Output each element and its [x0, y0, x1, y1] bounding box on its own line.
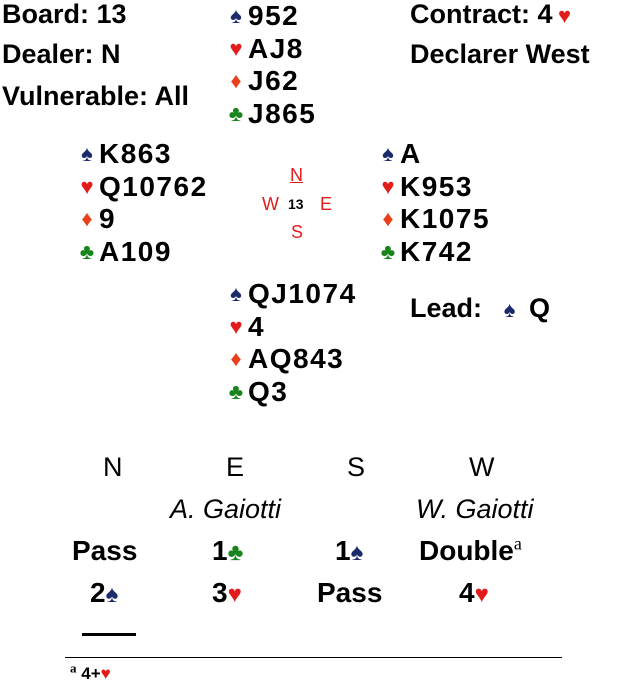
declarer: Declarer West	[410, 39, 590, 69]
west-diamonds: 9	[99, 203, 117, 235]
west-hand: ♠ K863 ♥ Q10762 ♦ 9 ♣ A109	[75, 138, 208, 268]
spade-icon: ♠	[230, 3, 242, 29]
club-icon: ♣	[227, 539, 244, 566]
diamond-icon: ♦	[81, 206, 93, 232]
auction-seat-south: S	[347, 452, 366, 482]
compass-east: E	[320, 194, 333, 214]
spade-icon: ♠	[350, 539, 364, 566]
compass-board-number: 13	[288, 196, 304, 212]
club-icon: ♣	[228, 378, 244, 404]
north-diamonds: J62	[248, 65, 300, 97]
contract-label: Contract: 4	[410, 0, 553, 29]
lead-label: Lead:	[410, 293, 483, 323]
compass-north: N	[290, 165, 303, 185]
heart-icon: ♥	[557, 3, 572, 28]
call-west-1: Doublea	[419, 535, 522, 567]
north-clubs: J865	[248, 97, 317, 129]
heart-icon: ♥	[381, 173, 395, 199]
diamond-icon: ♦	[230, 346, 242, 372]
west-hearts: Q10762	[99, 170, 208, 202]
footnote: a 4+♥	[70, 661, 111, 684]
south-hand: ♠ QJ1074 ♥ 4 ♦ AQ843 ♣ Q3	[224, 278, 357, 408]
spade-icon: ♠	[230, 281, 242, 307]
player-east: A. Gaiotti	[170, 494, 282, 524]
compass: N 13 W E S	[258, 165, 342, 245]
spade-icon: ♠	[105, 581, 119, 608]
call-west-2: 4♥	[459, 577, 489, 608]
board-number: Board: 13	[2, 0, 127, 29]
west-clubs: A109	[99, 235, 172, 267]
east-hand: ♠ A ♥ K953 ♦ K1075 ♣ K742	[376, 138, 490, 268]
club-icon: ♣	[380, 238, 396, 264]
east-spades: A	[400, 138, 422, 170]
east-diamonds: K1075	[400, 203, 491, 235]
opening-lead: Lead: ♠ Q	[410, 293, 550, 324]
west-spades: K863	[99, 138, 172, 170]
call-west-1-text: Double	[419, 535, 514, 566]
south-clubs: Q3	[248, 375, 289, 407]
auction-seat-east: E	[226, 452, 245, 482]
club-icon: ♣	[228, 100, 244, 126]
north-spades: 952	[248, 0, 300, 32]
diamond-icon: ♦	[382, 206, 394, 232]
heart-icon: ♥	[229, 313, 243, 339]
auction-seat-north: N	[103, 452, 123, 482]
alert-marker: a	[513, 533, 522, 554]
call-east-1: 1♣	[212, 535, 244, 566]
east-clubs: K742	[400, 235, 473, 267]
vulnerability: Vulnerable: All	[2, 81, 190, 111]
call-north-1: Pass	[72, 535, 138, 566]
lead-card: Q	[529, 293, 551, 323]
heart-icon: ♥	[229, 35, 243, 61]
heart-icon: ♥	[474, 581, 489, 608]
north-hearts: AJ8	[248, 32, 304, 64]
footnote-divider	[65, 657, 562, 658]
east-hearts: K953	[400, 170, 473, 202]
player-west: W. Gaiotti	[416, 494, 534, 524]
club-icon: ♣	[79, 238, 95, 264]
call-east-2: 3♥	[212, 577, 242, 608]
contract: Contract: 4 ♥	[410, 1, 577, 29]
auction-end-line	[82, 633, 136, 636]
diamond-icon: ♦	[230, 68, 242, 94]
heart-icon: ♥	[227, 581, 242, 608]
footnote-marker: a	[70, 660, 77, 676]
call-south-2: Pass	[317, 577, 383, 608]
dealer: Dealer: N	[2, 39, 121, 69]
spade-icon: ♠	[503, 297, 516, 322]
heart-icon: ♥	[80, 173, 94, 199]
call-south-1: 1♠	[335, 535, 364, 566]
south-hearts: 4	[248, 310, 266, 342]
spade-icon: ♠	[382, 141, 394, 167]
compass-south: S	[291, 222, 304, 242]
footnote-text: 4+	[81, 664, 101, 683]
south-diamonds: AQ843	[248, 343, 345, 375]
compass-west: W	[262, 194, 279, 214]
call-north-2: 2♠	[90, 577, 119, 608]
north-hand: ♠ 952 ♥ AJ8 ♦ J62 ♣ J865	[224, 0, 316, 130]
heart-icon: ♥	[100, 664, 111, 683]
spade-icon: ♠	[81, 141, 93, 167]
auction-seat-west: W	[469, 452, 495, 482]
south-spades: QJ1074	[248, 278, 357, 310]
